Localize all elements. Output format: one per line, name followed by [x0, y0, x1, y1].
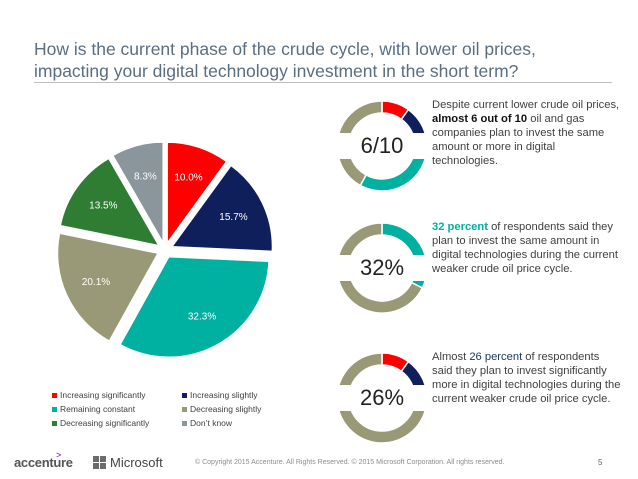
callout-26-percent: Almost 26 percent of respondents said th…	[432, 350, 622, 406]
pie-slice-group-decreasing-significantly: 13.5%	[59, 157, 160, 247]
donut-center-label: 32%	[336, 255, 428, 281]
microsoft-windows-icon	[93, 456, 106, 469]
legend-swatch	[182, 406, 187, 412]
donut-32-percent: 32%	[336, 222, 428, 319]
legend-label: Don’t know	[190, 418, 233, 428]
donut-26-percent: 26%	[336, 352, 428, 449]
pie-data-label: 13.5%	[89, 201, 117, 212]
accenture-mark-icon: >	[56, 450, 62, 460]
pie-slice-group-remaining-constant: 32.3%	[119, 256, 270, 358]
callout-text: oil and gas companies plan to invest the…	[432, 113, 605, 167]
title-line-2: impacting your digital technology invest…	[34, 61, 519, 81]
callout-text: Almost	[432, 351, 470, 363]
slide-title: How is the current phase of the crude cy…	[34, 38, 614, 82]
pie-slice-increasing-significantly	[166, 141, 228, 244]
microsoft-logo: Microsoft	[93, 455, 163, 470]
accenture-logo: accenture	[14, 455, 73, 470]
legend-item-remaining-constant: Remaining constant	[52, 404, 182, 414]
legend-item-increasing-slightly: Increasing slightly	[182, 390, 282, 400]
callout-text: of respondents said they plan to invest …	[432, 351, 621, 405]
callout-six-of-ten: Despite current lower crude oil prices, …	[432, 98, 622, 168]
callout-highlight: 26 percent	[469, 351, 523, 363]
legend-item-increasing-significantly: Increasing significantly	[52, 390, 182, 400]
donut-segment	[336, 222, 424, 314]
donut-segment	[336, 352, 428, 444]
legend-swatch	[52, 420, 57, 426]
pie-data-label: 20.1%	[82, 277, 110, 288]
title-divider	[34, 82, 612, 83]
pie-slice-group-increasing-slightly: 15.7%	[171, 164, 273, 252]
page-number: 5	[598, 458, 603, 467]
pie-slice-group-decreasing-slightly: 20.1%	[57, 232, 159, 342]
pie-data-label: 15.7%	[219, 212, 247, 223]
callout-highlight: almost 6 out of 10	[432, 113, 528, 125]
legend-item-dont-know: Don’t know	[182, 418, 282, 428]
callout-32-percent: 32 percent of respondents said they plan…	[432, 220, 622, 276]
pie-slice-remaining-constant	[119, 256, 270, 358]
microsoft-wordmark: Microsoft	[110, 455, 163, 470]
legend-label: Decreasing slightly	[190, 404, 262, 414]
callout-text: of respondents said they plan to invest …	[432, 221, 618, 275]
legend-item-decreasing-significantly: Decreasing significantly	[52, 418, 182, 428]
legend-item-decreasing-slightly: Decreasing slightly	[182, 404, 282, 414]
legend-label: Remaining constant	[60, 404, 136, 414]
pie-slice-don-t-know	[112, 141, 164, 245]
title-line-1: How is the current phase of the crude cy…	[34, 39, 536, 59]
copyright-notice: © Copyright 2015 Accenture. All Rights R…	[195, 459, 505, 466]
pie-slice-decreasing-significantly	[59, 157, 160, 247]
legend-swatch	[182, 392, 187, 398]
donut-six-of-ten: 6/10	[336, 100, 428, 197]
legend-swatch	[52, 392, 57, 398]
pie-slice-decreasing-slightly	[57, 232, 159, 342]
pie-slice-group-don-t-know: 8.3%	[112, 141, 164, 245]
legend-swatch	[52, 406, 57, 412]
pie-data-label: 32.3%	[188, 311, 216, 322]
donut-center-label: 26%	[336, 385, 428, 411]
legend-label: Increasing significantly	[60, 390, 146, 400]
pie-slice-group-increasing-significantly: 10.0%	[166, 141, 228, 244]
main-pie-chart: 10.0% 15.7% 32.3% 20.1% 13.5% 8.3%	[57, 141, 273, 358]
legend-label: Increasing slightly	[190, 390, 258, 400]
pie-legend: Increasing significantly Increasing slig…	[52, 390, 282, 428]
callout-text: Despite current lower crude oil prices,	[432, 99, 620, 111]
legend-swatch	[182, 420, 187, 426]
donut-center-label: 6/10	[336, 133, 428, 159]
pie-data-label: 10.0%	[174, 173, 202, 184]
callout-highlight: 32 percent	[432, 221, 488, 233]
pie-slice-increasing-slightly	[171, 164, 273, 252]
legend-label: Decreasing significantly	[60, 418, 150, 428]
pie-data-label: 8.3%	[134, 172, 157, 183]
